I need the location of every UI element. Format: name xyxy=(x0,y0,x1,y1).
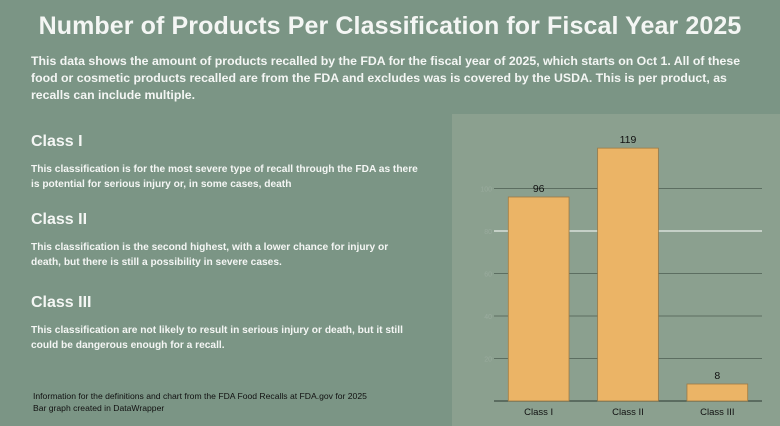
class-1-description: This classification is for the most seve… xyxy=(31,164,418,190)
source-line: Information for the definitions and char… xyxy=(33,391,367,401)
y-tick-label: 40 xyxy=(484,314,492,321)
bar xyxy=(686,383,749,402)
bar xyxy=(507,196,570,402)
y-tick-label: 100 xyxy=(480,187,492,194)
class-3-description: This classification are not likely to re… xyxy=(31,325,403,351)
source-note: Information for the definitions and char… xyxy=(33,390,433,414)
y-tick-label: 80 xyxy=(484,229,492,236)
bar-value-label: 96 xyxy=(533,183,545,195)
x-tick-label: Class III xyxy=(700,407,734,418)
page-title: Number of Products Per Classification fo… xyxy=(38,12,742,40)
y-tick-label: 60 xyxy=(484,272,492,279)
bar-value-label: 119 xyxy=(620,134,637,146)
y-tick-label: 20 xyxy=(484,357,492,364)
bar-value-label: 8 xyxy=(714,370,720,382)
bar xyxy=(597,147,659,402)
class-2-description: This classification is the second highes… xyxy=(31,242,389,268)
x-tick-label: Class II xyxy=(612,407,644,418)
bar-chart: 20 40 60 80 100 96 Class I 119 Class II 8 Class II… xyxy=(480,134,762,418)
class-2-heading: Class II xyxy=(31,211,88,228)
credit-line: Bar graph created in DataWrapper xyxy=(33,403,165,413)
page-subtitle: This data shows the amount of products r… xyxy=(31,54,741,102)
class-3-heading: Class III xyxy=(31,294,92,311)
x-tick-label: Class I xyxy=(524,407,553,418)
class-1-heading: Class I xyxy=(31,133,83,150)
chart-panel: 20 40 60 80 100 96 Class I 119 Class II 8 Class II… xyxy=(452,114,780,426)
